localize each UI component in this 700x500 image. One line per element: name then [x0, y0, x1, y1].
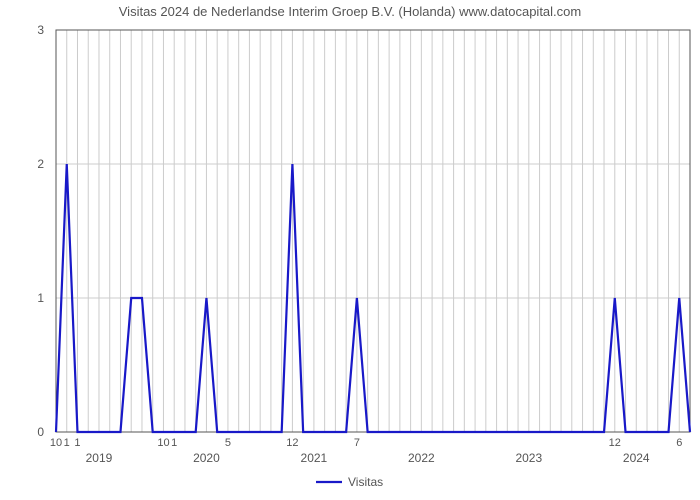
- x-year-label: 2024: [623, 451, 650, 465]
- x-value-label: 1: [74, 437, 80, 449]
- x-value-label: 1: [171, 437, 177, 449]
- x-value-label: 1: [64, 437, 70, 449]
- x-year-label: 2021: [301, 451, 328, 465]
- x-year-label: 2019: [86, 451, 113, 465]
- x-value-label: 12: [609, 437, 621, 449]
- chart-svg: Visitas 2024 de Nederlandse Interim Groe…: [0, 0, 700, 500]
- x-year-label: 2022: [408, 451, 435, 465]
- x-value-label: 12: [286, 437, 298, 449]
- chart-title: Visitas 2024 de Nederlandse Interim Groe…: [119, 4, 581, 19]
- legend-label: Visitas: [348, 475, 383, 489]
- x-year-label: 2020: [193, 451, 220, 465]
- x-value-label: 5: [225, 437, 231, 449]
- x-value-label: 6: [676, 437, 682, 449]
- visits-chart: Visitas 2024 de Nederlandse Interim Groe…: [0, 0, 700, 500]
- y-tick-label: 0: [37, 425, 44, 439]
- y-tick-label: 1: [37, 291, 44, 305]
- y-tick-label: 3: [37, 23, 44, 37]
- x-year-label: 2023: [515, 451, 542, 465]
- x-value-label: 10: [157, 437, 169, 449]
- y-tick-label: 2: [37, 157, 44, 171]
- x-value-label: 10: [50, 437, 62, 449]
- x-value-label: 7: [354, 437, 360, 449]
